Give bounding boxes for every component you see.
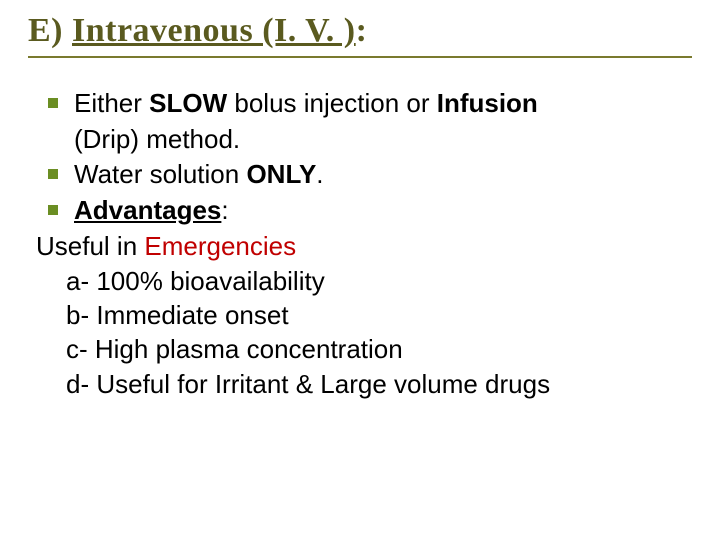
slide: E) Intravenous (I. V. ): Either SLOW bol…	[0, 0, 720, 540]
bullet-text: Either SLOW bolus injection or Infusion	[74, 86, 538, 120]
title-prefix: E)	[28, 12, 72, 49]
bullet-item: Water solution ONLY.	[34, 157, 692, 191]
text-segment: :	[221, 195, 228, 225]
emergencies-highlight: Emergencies	[144, 231, 296, 261]
slide-title: E) Intravenous (I. V. ):	[28, 12, 692, 50]
bullet-text: Advantages:	[74, 193, 229, 227]
text-segment: Water solution	[74, 159, 246, 189]
useful-line: Useful in Emergencies	[34, 229, 692, 263]
title-main: Intravenous (I. V. )	[72, 12, 356, 49]
text-segment-bold: ONLY	[246, 159, 316, 189]
text-segment: Useful in	[36, 231, 144, 261]
title-suffix: :	[356, 12, 368, 49]
bullet-item: Advantages:	[34, 193, 692, 227]
square-bullet-icon	[48, 169, 58, 179]
text-segment-bold: Infusion	[437, 88, 538, 118]
sub-item: c- High plasma concentration	[34, 332, 692, 366]
bullet-continuation: (Drip) method.	[34, 122, 692, 156]
title-container: E) Intravenous (I. V. ):	[28, 12, 692, 58]
sub-item: a- 100% bioavailability	[34, 264, 692, 298]
text-segment: Either	[74, 88, 149, 118]
sub-item: b- Immediate onset	[34, 298, 692, 332]
square-bullet-icon	[48, 205, 58, 215]
content-area: Either SLOW bolus injection or Infusion …	[28, 86, 692, 401]
bullet-item: Either SLOW bolus injection or Infusion	[34, 86, 692, 120]
text-segment-bold: SLOW	[149, 88, 227, 118]
text-segment: .	[316, 159, 323, 189]
text-segment: bolus injection or	[227, 88, 437, 118]
text-segment-bold-underline: Advantages	[74, 195, 221, 225]
square-bullet-icon	[48, 98, 58, 108]
bullet-text: Water solution ONLY.	[74, 157, 324, 191]
sub-item: d- Useful for Irritant & Large volume dr…	[34, 367, 692, 401]
